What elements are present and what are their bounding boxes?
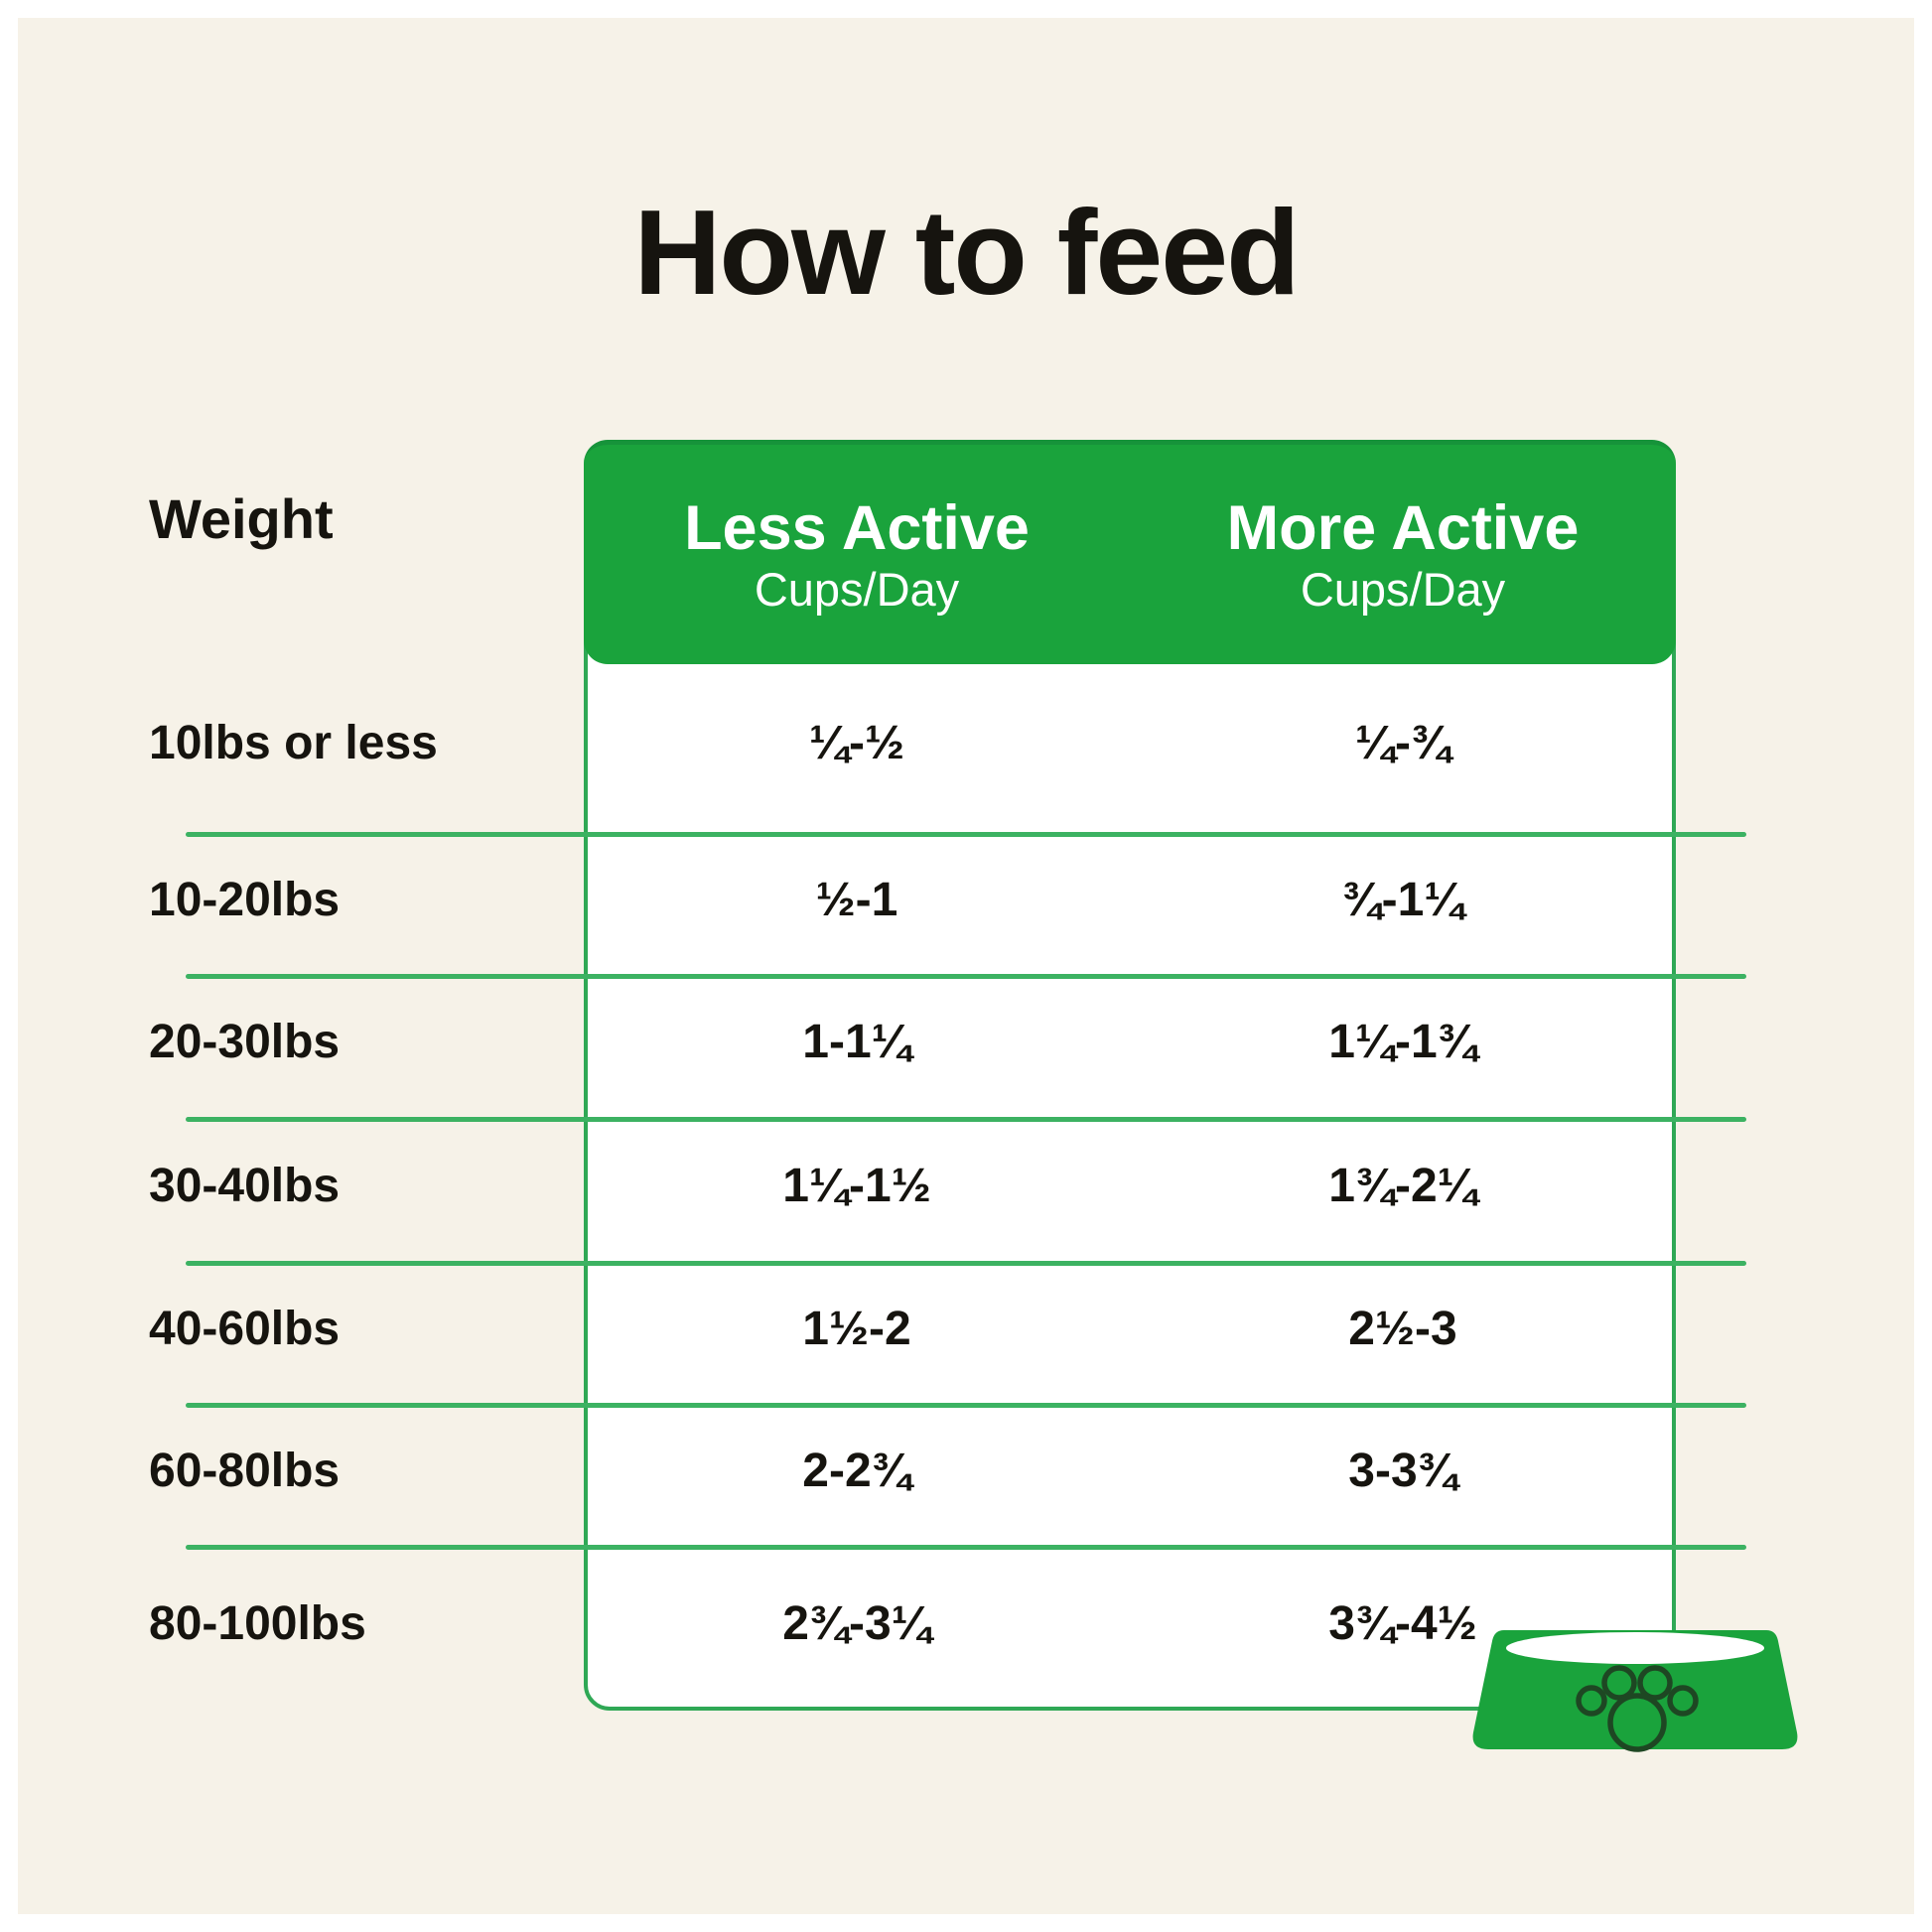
row-divider-line	[186, 1545, 1746, 1550]
less-active-label: Less Active	[684, 492, 1030, 563]
table-row: 30-40lbs 1¼-1½ 1¾-2¼	[0, 1119, 1932, 1263]
row-divider-line	[186, 1117, 1746, 1122]
weight-label: 10-20lbs	[149, 873, 341, 926]
more-active-label: More Active	[1226, 492, 1580, 563]
weight-label: 30-40lbs	[149, 1159, 341, 1212]
less-active-value: 2¾-3¼	[782, 1596, 931, 1650]
weight-label: 10lbs or less	[149, 717, 438, 769]
more-active-value: 1¾-2¼	[1328, 1159, 1477, 1212]
less-active-units: Cups/Day	[754, 562, 960, 616]
column-header-more-active: More Active Cups/Day	[1130, 445, 1676, 664]
more-active-value: ¼-¾	[1354, 717, 1451, 769]
more-active-units: Cups/Day	[1300, 562, 1506, 616]
table-row: 40-60lbs 1½-2 2½-3	[0, 1263, 1932, 1405]
less-active-value: 1-1¼	[802, 1016, 911, 1068]
less-active-value: 1¼-1½	[782, 1159, 931, 1212]
page-title: How to feed	[633, 185, 1300, 320]
row-divider-line	[186, 1261, 1746, 1266]
table-row: 10-20lbs ½-1 ¾-1¼	[0, 834, 1932, 976]
more-active-value: 2½-3	[1348, 1302, 1457, 1355]
row-divider-line	[186, 832, 1746, 837]
weight-column-header: Weight	[149, 487, 334, 550]
less-active-value: ¼-½	[808, 717, 905, 769]
less-active-value: 2-2¾	[802, 1444, 911, 1497]
table-row: 20-30lbs 1-1¼ 1¼-1¾	[0, 976, 1932, 1119]
weight-label: 60-80lbs	[149, 1444, 341, 1497]
table-row: 10lbs or less ¼-½ ¼-¾	[0, 663, 1932, 834]
table-header-band: Less Active Cups/Day More Active Cups/Da…	[584, 440, 1676, 664]
more-active-value: 3-3¾	[1348, 1444, 1457, 1497]
dog-bowl-icon	[1472, 1630, 1798, 1752]
table-row: 80-100lbs 2¾-3¼ 3¾-4½	[0, 1547, 1932, 1711]
weight-label: 20-30lbs	[149, 1016, 341, 1068]
row-divider-line	[186, 1403, 1746, 1408]
table-row: 60-80lbs 2-2¾ 3-3¾	[0, 1405, 1932, 1547]
more-active-value: 3¾-4½	[1328, 1596, 1477, 1650]
weight-label: 40-60lbs	[149, 1302, 341, 1355]
weight-label: 80-100lbs	[149, 1596, 366, 1650]
paw-print-icon	[1576, 1665, 1699, 1752]
more-active-value: 1¼-1¾	[1328, 1016, 1477, 1068]
more-active-value: ¾-1¼	[1341, 873, 1464, 926]
bowl-rim	[1506, 1632, 1764, 1664]
less-active-value: ½-1	[815, 873, 898, 926]
row-divider-line	[186, 974, 1746, 979]
column-header-less-active: Less Active Cups/Day	[584, 445, 1130, 664]
less-active-value: 1½-2	[802, 1302, 911, 1355]
